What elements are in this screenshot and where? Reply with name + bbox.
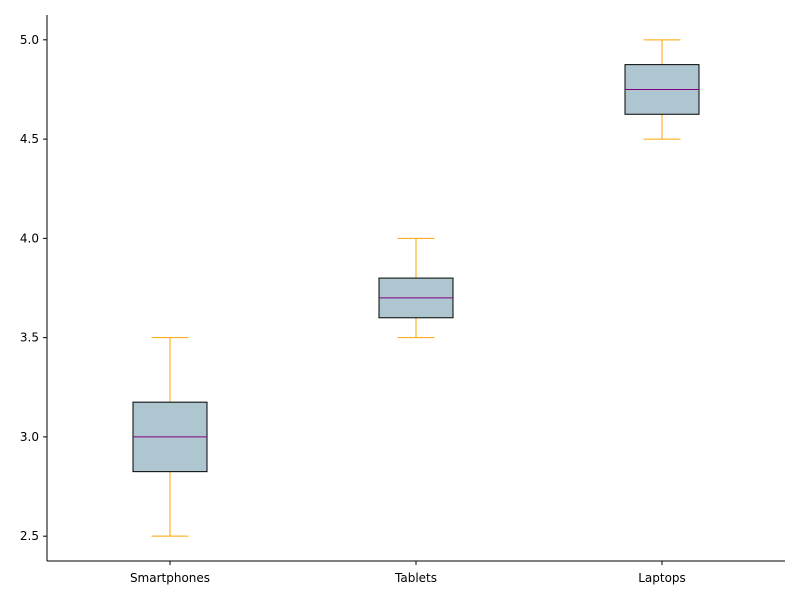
y-tick-label: 2.5: [20, 529, 39, 543]
box-group-smartphones: [132, 337, 208, 537]
plot-area: [132, 39, 700, 537]
x-tick-label: Smartphones: [130, 571, 210, 585]
y-tick-label: 4.0: [20, 231, 39, 245]
y-tick-label: 5.0: [20, 33, 39, 47]
y-tick-label: 3.0: [20, 430, 39, 444]
x-tick-label: Tablets: [394, 571, 437, 585]
box-group-laptops: [624, 39, 700, 140]
y-tick-label: 4.5: [20, 132, 39, 146]
y-tick-label: 3.5: [20, 331, 39, 345]
axes: 2.5 3.0 3.5 4.0 4.5 5.0 Smartphones Tablets Lapt…: [20, 15, 785, 585]
x-tick-label: Laptops: [638, 571, 686, 585]
box-group-tablets: [378, 237, 454, 339]
